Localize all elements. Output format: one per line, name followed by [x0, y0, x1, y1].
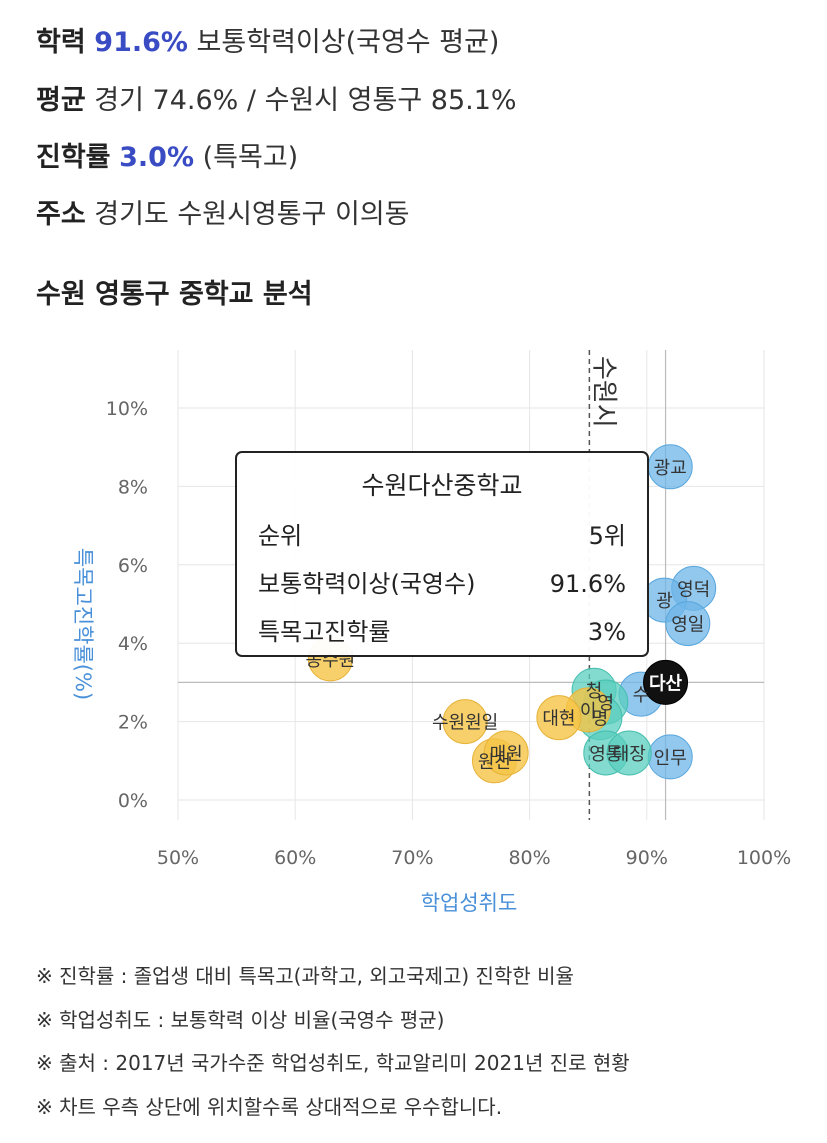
- data-point-label: 수: [633, 685, 650, 706]
- stat-advancement-value: 3.0%: [119, 142, 195, 173]
- data-point-label: 명: [592, 709, 609, 730]
- data-point-label: 영: [597, 693, 614, 714]
- x-tick-label: 90%: [626, 847, 668, 869]
- y-tick-label: 2%: [118, 712, 148, 734]
- footnote-1: ※ 진학률 : 졸업생 대비 특목고(과학고, 외고국제고) 진학한 비율: [36, 964, 574, 988]
- data-point: [665, 601, 711, 647]
- stat-address-label: 주소: [36, 199, 86, 230]
- data-point-label: 수원원일: [432, 713, 498, 734]
- reference-line-label: 수원시: [588, 356, 618, 428]
- stat-average-label: 평균: [36, 85, 86, 116]
- x-tick-label: 60%: [274, 847, 316, 869]
- y-tick-label: 4%: [118, 633, 148, 655]
- data-point-label: 광교: [654, 458, 687, 479]
- tooltip-title: 수원다산중학교: [361, 471, 522, 500]
- x-axis-title: 학업성취도: [421, 891, 518, 915]
- y-tick-label: 8%: [118, 476, 148, 498]
- data-point-label: 대현: [542, 709, 575, 730]
- y-tick-label: 6%: [118, 555, 148, 577]
- data-point-label: 매원: [490, 744, 523, 765]
- section-title: 수원 영통구 중학교 분석: [36, 279, 313, 310]
- data-point: [483, 730, 529, 776]
- stat-advancement-label: 진학률: [36, 142, 111, 173]
- footnote-3: ※ 출처 : 2017년 국가수준 학업성취도, 학교알리미 2021년 진로 …: [36, 1051, 630, 1075]
- tooltip-row-value: 5위: [589, 522, 626, 550]
- x-tick-label: 100%: [737, 847, 791, 869]
- tooltip-row-label: 보통학력이상(국영수): [258, 570, 475, 598]
- tooltip-row-label: 순위: [258, 522, 302, 550]
- y-tick-label: 0%: [118, 790, 148, 812]
- tooltip-row-value: 91.6%: [550, 570, 626, 598]
- footnote-2: ※ 학업성취도 : 보통학력 이상 비율(국영수 평균): [36, 1008, 445, 1032]
- stat-average-text: 경기 74.6% / 수원시 영통구 85.1%: [94, 85, 517, 116]
- footnote-4: ※ 차트 우측 상단에 위치할수록 상대적으로 우수합니다.: [36, 1095, 503, 1119]
- data-point: [606, 730, 652, 776]
- stat-average: 평균 경기 74.6% / 수원시 영통구 85.1%: [36, 78, 517, 117]
- stat-advancement-suffix: (특목고): [202, 142, 299, 173]
- data-point: [536, 695, 582, 741]
- data-point-label: 태장: [613, 744, 646, 765]
- tooltip-box: [235, 451, 649, 657]
- data-point-label: 광: [656, 591, 673, 612]
- stat-achievement-value: 91.6%: [94, 27, 188, 58]
- data-point: [442, 699, 488, 745]
- stat-achievement: 학력 91.6% 보통학력이상(국영수 평균): [36, 20, 499, 59]
- stat-advancement: 진학률 3.0% (특목고): [36, 135, 298, 174]
- data-point-label: 원천: [478, 752, 511, 773]
- data-point-label: 인무: [654, 748, 687, 769]
- data-point-label: 영일: [671, 615, 704, 636]
- x-tick-label: 50%: [157, 847, 199, 869]
- stat-achievement-suffix: 보통학력이상(국영수 평균): [196, 27, 500, 58]
- data-point-label: 청: [586, 681, 603, 702]
- x-tick-label: 80%: [508, 847, 550, 869]
- stat-achievement-label: 학력: [36, 27, 86, 58]
- y-tick-label: 10%: [106, 398, 148, 420]
- tooltip-row-label: 특목고진학률: [258, 618, 390, 646]
- data-point-label: 이: [580, 701, 597, 722]
- data-point-label: 다산: [649, 673, 683, 694]
- y-axis-title: 특목고진학률(%): [71, 548, 95, 700]
- data-point-label: 영덕: [677, 579, 710, 600]
- data-point-label: 영통: [589, 744, 622, 765]
- x-tick-label: 70%: [391, 847, 433, 869]
- stat-address: 주소 경기도 수원시영통구 이의동: [36, 192, 410, 231]
- tooltip-row-value: 3%: [588, 618, 626, 646]
- stat-address-text: 경기도 수원시영통구 이의동: [94, 199, 410, 230]
- data-point: [643, 659, 689, 705]
